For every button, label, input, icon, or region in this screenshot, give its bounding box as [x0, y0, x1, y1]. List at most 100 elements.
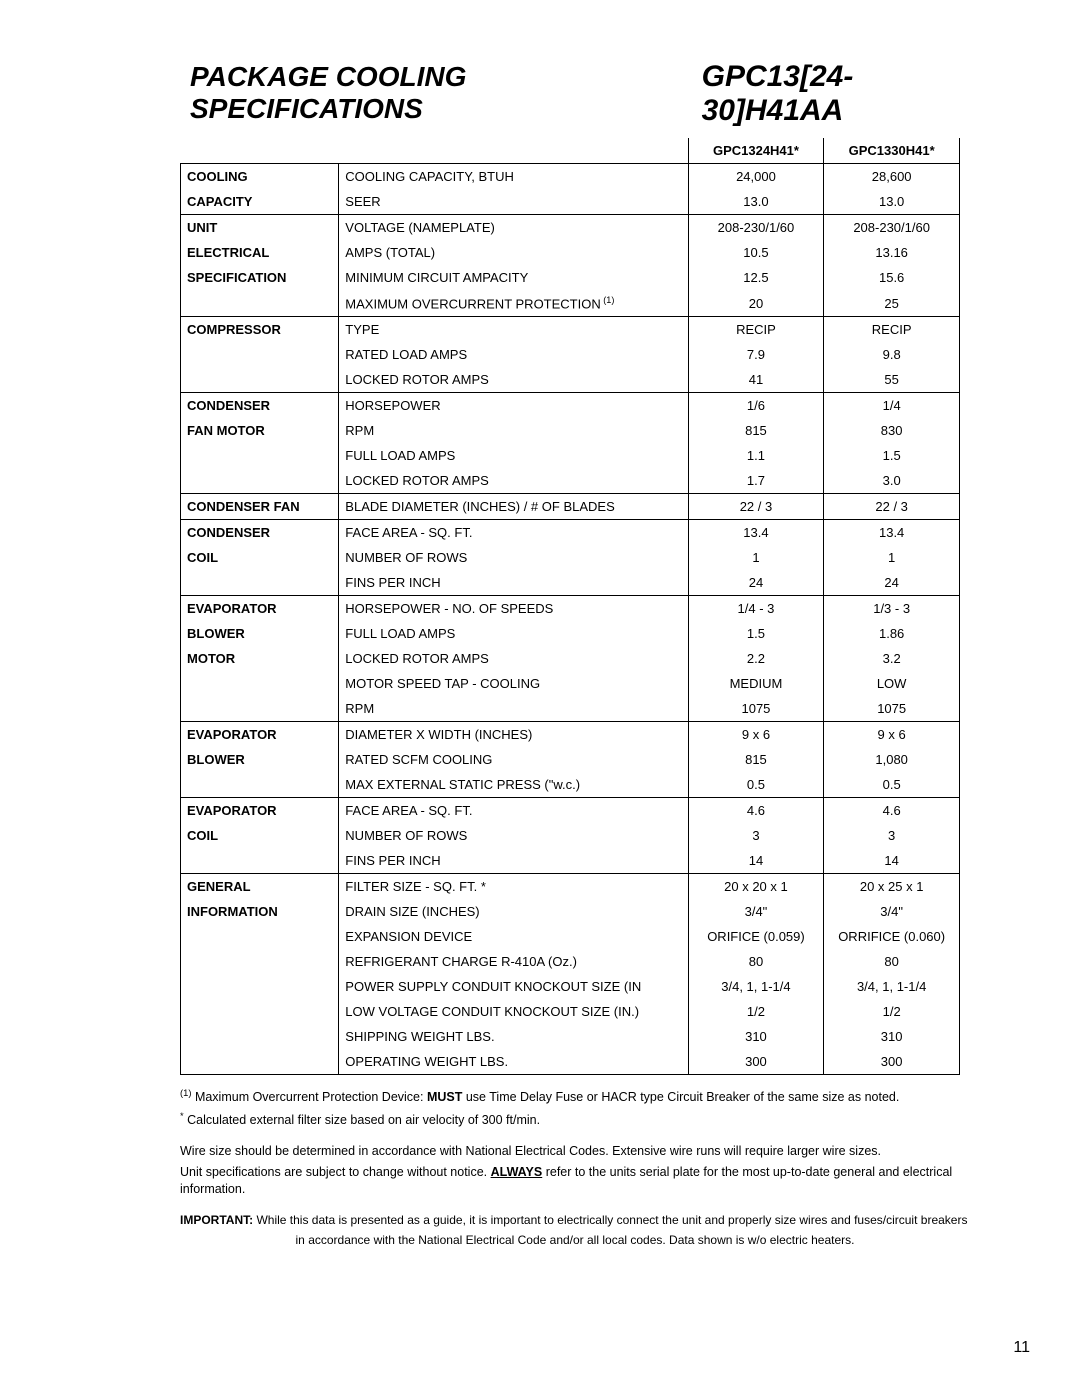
- category-cell: BLOWER: [181, 621, 339, 646]
- table-row: COILNUMBER OF ROWS11: [181, 545, 960, 570]
- category-cell: MOTOR: [181, 646, 339, 671]
- category-cell: [181, 772, 339, 798]
- category-cell: EVAPORATOR: [181, 798, 339, 824]
- table-row: LOCKED ROTOR AMPS4155: [181, 367, 960, 393]
- param-cell: HORSEPOWER: [339, 393, 688, 419]
- table-row: REFRIGERANT CHARGE R-410A (Oz.)8080: [181, 949, 960, 974]
- param-cell: RPM: [339, 418, 688, 443]
- value-cell: 9 x 6: [688, 722, 824, 748]
- value-cell: 3/4": [688, 899, 824, 924]
- value-cell: 22 / 3: [688, 494, 824, 520]
- value-cell: 24,000: [688, 164, 824, 190]
- table-row: CONDENSER FANBLADE DIAMETER (INCHES) / #…: [181, 494, 960, 520]
- table-row: SPECIFICATIONMINIMUM CIRCUIT AMPACITY12.…: [181, 265, 960, 290]
- param-cell: COOLING CAPACITY, BTUH: [339, 164, 688, 190]
- important-note: IMPORTANT: While this data is presented …: [180, 1212, 970, 1228]
- param-cell: OPERATING WEIGHT LBS.: [339, 1049, 688, 1075]
- value-cell: 14: [688, 848, 824, 874]
- value-cell: ORRIFICE (0.060): [824, 924, 960, 949]
- table-row: POWER SUPPLY CONDUIT KNOCKOUT SIZE (IN3/…: [181, 974, 960, 999]
- category-cell: CONDENSER: [181, 520, 339, 546]
- footnote-2: * Calculated external filter size based …: [180, 1110, 970, 1129]
- value-cell: 208-230/1/60: [688, 215, 824, 241]
- param-cell: FILTER SIZE - SQ. FT. *: [339, 874, 688, 900]
- param-cell: HORSEPOWER - NO. OF SPEEDS: [339, 596, 688, 622]
- value-cell: 20: [688, 290, 824, 317]
- footnote-3a: Wire size should be determined in accord…: [180, 1143, 970, 1160]
- important-note-2: in accordance with the National Electric…: [180, 1232, 970, 1248]
- value-cell: 55: [824, 367, 960, 393]
- value-cell: 1/4 - 3: [688, 596, 824, 622]
- table-row: LOCKED ROTOR AMPS1.73.0: [181, 468, 960, 494]
- param-cell: LOCKED ROTOR AMPS: [339, 468, 688, 494]
- param-cell: POWER SUPPLY CONDUIT KNOCKOUT SIZE (IN: [339, 974, 688, 999]
- value-cell: 80: [688, 949, 824, 974]
- value-cell: 1/2: [824, 999, 960, 1024]
- spec-table: GPC1324H41*GPC1330H41*COOLINGCOOLING CAP…: [180, 138, 960, 1075]
- value-cell: 1.5: [688, 621, 824, 646]
- category-cell: [181, 999, 339, 1024]
- category-cell: CONDENSER: [181, 393, 339, 419]
- param-cell: FULL LOAD AMPS: [339, 443, 688, 468]
- footnote-3b: Unit specifications are subject to chang…: [180, 1164, 970, 1198]
- value-cell: 3.2: [824, 646, 960, 671]
- value-cell: 1075: [824, 696, 960, 722]
- table-row: SHIPPING WEIGHT LBS.310310: [181, 1024, 960, 1049]
- table-row: MOTOR SPEED TAP - COOLINGMEDIUMLOW: [181, 671, 960, 696]
- category-cell: [181, 848, 339, 874]
- category-cell: [181, 949, 339, 974]
- value-cell: 830: [824, 418, 960, 443]
- param-cell: SEER: [339, 189, 688, 215]
- category-cell: UNIT: [181, 215, 339, 241]
- value-cell: ORIFICE (0.059): [688, 924, 824, 949]
- value-cell: 24: [688, 570, 824, 596]
- value-cell: 1/4: [824, 393, 960, 419]
- value-cell: 3.0: [824, 468, 960, 494]
- table-row: FINS PER INCH2424: [181, 570, 960, 596]
- category-cell: GENERAL: [181, 874, 339, 900]
- param-cell: MAX EXTERNAL STATIC PRESS ("w.c.): [339, 772, 688, 798]
- value-cell: 13.4: [824, 520, 960, 546]
- title-row: PACKAGE COOLING SPECIFICATIONS GPC13[24-…: [80, 60, 1000, 128]
- value-cell: 15.6: [824, 265, 960, 290]
- value-cell: 41: [688, 367, 824, 393]
- table-row: EVAPORATORDIAMETER X WIDTH (INCHES)9 x 6…: [181, 722, 960, 748]
- value-cell: 22 / 3: [824, 494, 960, 520]
- table-row: COILNUMBER OF ROWS33: [181, 823, 960, 848]
- category-cell: [181, 696, 339, 722]
- value-cell: 7.9: [688, 342, 824, 367]
- value-cell: 9 x 6: [824, 722, 960, 748]
- table-row: CAPACITYSEER13.013.0: [181, 189, 960, 215]
- param-cell: MAXIMUM OVERCURRENT PROTECTION (1): [339, 290, 688, 317]
- value-cell: 4.6: [824, 798, 960, 824]
- param-cell: FINS PER INCH: [339, 570, 688, 596]
- value-cell: 1: [688, 545, 824, 570]
- category-cell: [181, 1049, 339, 1075]
- value-cell: 28,600: [824, 164, 960, 190]
- page-number: 11: [1013, 1339, 1030, 1357]
- value-cell: 24: [824, 570, 960, 596]
- table-row: RPM10751075: [181, 696, 960, 722]
- value-cell: 13.16: [824, 240, 960, 265]
- value-cell: 815: [688, 418, 824, 443]
- value-cell: 0.5: [688, 772, 824, 798]
- value-cell: 3/4, 1, 1-1/4: [688, 974, 824, 999]
- value-cell: 300: [688, 1049, 824, 1075]
- value-cell: 208-230/1/60: [824, 215, 960, 241]
- value-cell: 1075: [688, 696, 824, 722]
- value-cell: 1,080: [824, 747, 960, 772]
- value-cell: 1/3 - 3: [824, 596, 960, 622]
- category-cell: [181, 974, 339, 999]
- param-cell: DIAMETER X WIDTH (INCHES): [339, 722, 688, 748]
- value-cell: MEDIUM: [688, 671, 824, 696]
- table-row: INFORMATIONDRAIN SIZE (INCHES)3/4"3/4": [181, 899, 960, 924]
- category-cell: COOLING: [181, 164, 339, 190]
- table-row: FAN MOTORRPM815830: [181, 418, 960, 443]
- param-cell: LOCKED ROTOR AMPS: [339, 367, 688, 393]
- category-cell: [181, 924, 339, 949]
- param-cell: VOLTAGE (NAMEPLATE): [339, 215, 688, 241]
- param-cell: FINS PER INCH: [339, 848, 688, 874]
- table-row: FULL LOAD AMPS1.11.5: [181, 443, 960, 468]
- param-cell: BLADE DIAMETER (INCHES) / # OF BLADES: [339, 494, 688, 520]
- category-cell: COIL: [181, 545, 339, 570]
